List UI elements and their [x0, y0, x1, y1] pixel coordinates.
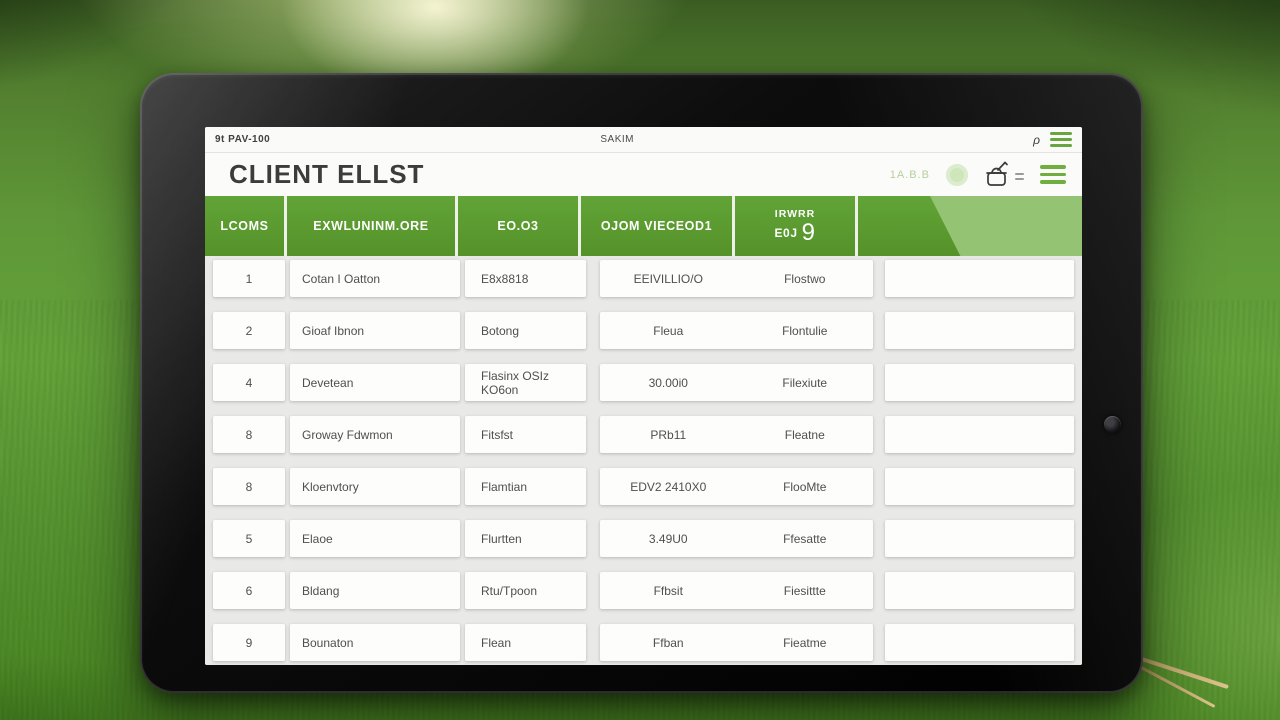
table-header: LCOMS EXWLUNINM.ORE EO.O3 OJOM VIECEOD1 …	[205, 196, 1082, 256]
client-edos-cell: Flamtian	[465, 468, 586, 505]
faint-label: 1A.B.B	[889, 168, 930, 181]
client-detail-cell: EEIVILLIO/O Flostwo	[600, 260, 873, 297]
green-circle-button[interactable]	[946, 163, 968, 186]
client-edos-cell: Fitsfst	[465, 416, 586, 453]
client-empty-cell	[885, 312, 1074, 349]
client-version-value: Fleua	[653, 323, 684, 338]
tablet-camera-dot	[1104, 416, 1121, 433]
client-name-cell: Gioaf Ibnon	[290, 312, 460, 349]
client-status-value: Filexiute	[782, 375, 828, 390]
client-version-value: PRb11	[650, 427, 687, 442]
pen-icon: ρ	[1033, 132, 1040, 147]
page-title: CLIENT ELLST	[229, 159, 425, 189]
client-name-cell: Groway Fdwmon	[290, 416, 460, 453]
column-header-extra-line2: E0J	[774, 225, 798, 240]
table-row[interactable]: 2 Gioaf Ibnon Botong Fleua Flontulie	[213, 312, 1074, 349]
client-version-value: 3.49U0	[648, 531, 688, 546]
client-detail-cell: 3.49U0 Ffesatte	[600, 520, 873, 557]
table-row[interactable]: 9 Bounaton Flean Ffban Fieatme	[213, 624, 1074, 661]
client-id-cell: 4	[213, 364, 285, 401]
client-name-cell: Cotan I Oatton	[290, 260, 460, 297]
client-empty-cell	[885, 468, 1074, 505]
client-empty-cell	[885, 572, 1074, 609]
client-edos-cell: Rtu/Tpoon	[465, 572, 586, 609]
client-id-cell: 1	[213, 260, 285, 297]
client-edos-cell: Flasinx OSIz KO6on	[465, 364, 586, 401]
client-name-cell: Elaoe	[290, 520, 460, 557]
client-status-value: Fiesittte	[783, 583, 826, 598]
client-version-value: 30.00i0	[648, 375, 688, 390]
client-id-cell: 8	[213, 468, 285, 505]
column-header-edos[interactable]: EO.O3	[458, 196, 581, 256]
column-header-id[interactable]: LCOMS	[205, 196, 287, 256]
header-light-wedge	[930, 196, 1082, 256]
basket-pen-button[interactable]	[984, 160, 1024, 190]
client-status-value: Ffesatte	[783, 531, 827, 546]
client-edos-cell: Flurtten	[465, 520, 586, 557]
client-detail-cell: Ffbsit Fiesittte	[600, 572, 873, 609]
client-id-cell: 6	[213, 572, 285, 609]
table-row[interactable]: 8 Kloenvtory Flamtian EDV2 2410X0 FlooMt…	[213, 468, 1074, 505]
table-row[interactable]: 5 Elaoe Flurtten 3.49U0 Ffesatte	[213, 520, 1074, 557]
column-header-extra-glyph: 9	[801, 218, 816, 246]
client-empty-cell	[885, 520, 1074, 557]
carrier-text: 9t PAV-100	[215, 134, 271, 145]
client-status-value: Flostwo	[784, 271, 826, 286]
client-id-cell: 8	[213, 416, 285, 453]
client-id-cell: 9	[213, 624, 285, 661]
table-row[interactable]: 6 Bldang Rtu/Tpoon Ffbsit Fiesittte	[213, 572, 1074, 609]
table-row[interactable]: 4 Devetean Flasinx OSIz KO6on 30.00i0 Fi…	[213, 364, 1074, 401]
client-name-cell: Kloenvtory	[290, 468, 460, 505]
app-screen: 9t PAV-100 SAKIM ρ CLIENT ELLST 1A.B.B	[205, 127, 1082, 665]
table-body: 1 Cotan I Oatton E8x8818 EEIVILLIO/O Flo…	[205, 256, 1082, 665]
detail-lines-icon	[1015, 172, 1024, 180]
client-detail-cell: Fleua Flontulie	[600, 312, 873, 349]
client-edos-cell: Flean	[465, 624, 586, 661]
client-empty-cell	[885, 624, 1074, 661]
client-detail-cell: PRb11 Fleatne	[600, 416, 873, 453]
status-bar: 9t PAV-100 SAKIM ρ	[205, 127, 1082, 153]
column-header-blank	[858, 196, 1082, 256]
client-empty-cell	[885, 364, 1074, 401]
client-version-value: Ffbsit	[653, 583, 683, 598]
client-detail-cell: Ffban Fieatme	[600, 624, 873, 661]
client-id-cell: 5	[213, 520, 285, 557]
client-edos-cell: Botong	[465, 312, 586, 349]
client-empty-cell	[885, 260, 1074, 297]
column-header-version[interactable]: OJOM VIECEOD1	[581, 196, 735, 256]
client-status-value: Fieatme	[783, 635, 827, 650]
basket-pen-icon	[986, 161, 1008, 186]
client-status-value: Fleatne	[784, 427, 825, 442]
client-detail-cell: EDV2 2410X0 FlooMte	[600, 468, 873, 505]
client-id-cell: 2	[213, 312, 285, 349]
column-header-extra[interactable]: IRWRR E0J 9	[735, 196, 858, 256]
column-header-name[interactable]: EXWLUNINM.ORE	[287, 196, 458, 256]
client-version-value: EEIVILLIO/O	[633, 271, 703, 286]
client-version-value: Ffban	[652, 635, 684, 650]
tablet-device: 9t PAV-100 SAKIM ρ CLIENT ELLST 1A.B.B	[140, 73, 1143, 693]
client-status-value: FlooMte	[783, 479, 827, 494]
client-name-cell: Devetean	[290, 364, 460, 401]
title-bar: CLIENT ELLST 1A.B.B	[205, 153, 1082, 196]
client-detail-cell: 30.00i0 Filexiute	[600, 364, 873, 401]
client-version-value: EDV2 2410X0	[630, 479, 707, 494]
menu-icon-top[interactable]	[1050, 132, 1072, 147]
client-status-value: Flontulie	[782, 323, 828, 338]
table-row[interactable]: 1 Cotan I Oatton E8x8818 EEIVILLIO/O Flo…	[213, 260, 1074, 297]
client-empty-cell	[885, 416, 1074, 453]
table-row[interactable]: 8 Groway Fdwmon Fitsfst PRb11 Fleatne	[213, 416, 1074, 453]
client-edos-cell: E8x8818	[465, 260, 586, 297]
column-header-extra-line1: IRWRR	[774, 207, 816, 220]
client-name-cell: Bldang	[290, 572, 460, 609]
client-name-cell: Bounaton	[290, 624, 460, 661]
status-center-text: SAKIM	[600, 134, 634, 145]
menu-icon[interactable]	[1040, 165, 1066, 184]
